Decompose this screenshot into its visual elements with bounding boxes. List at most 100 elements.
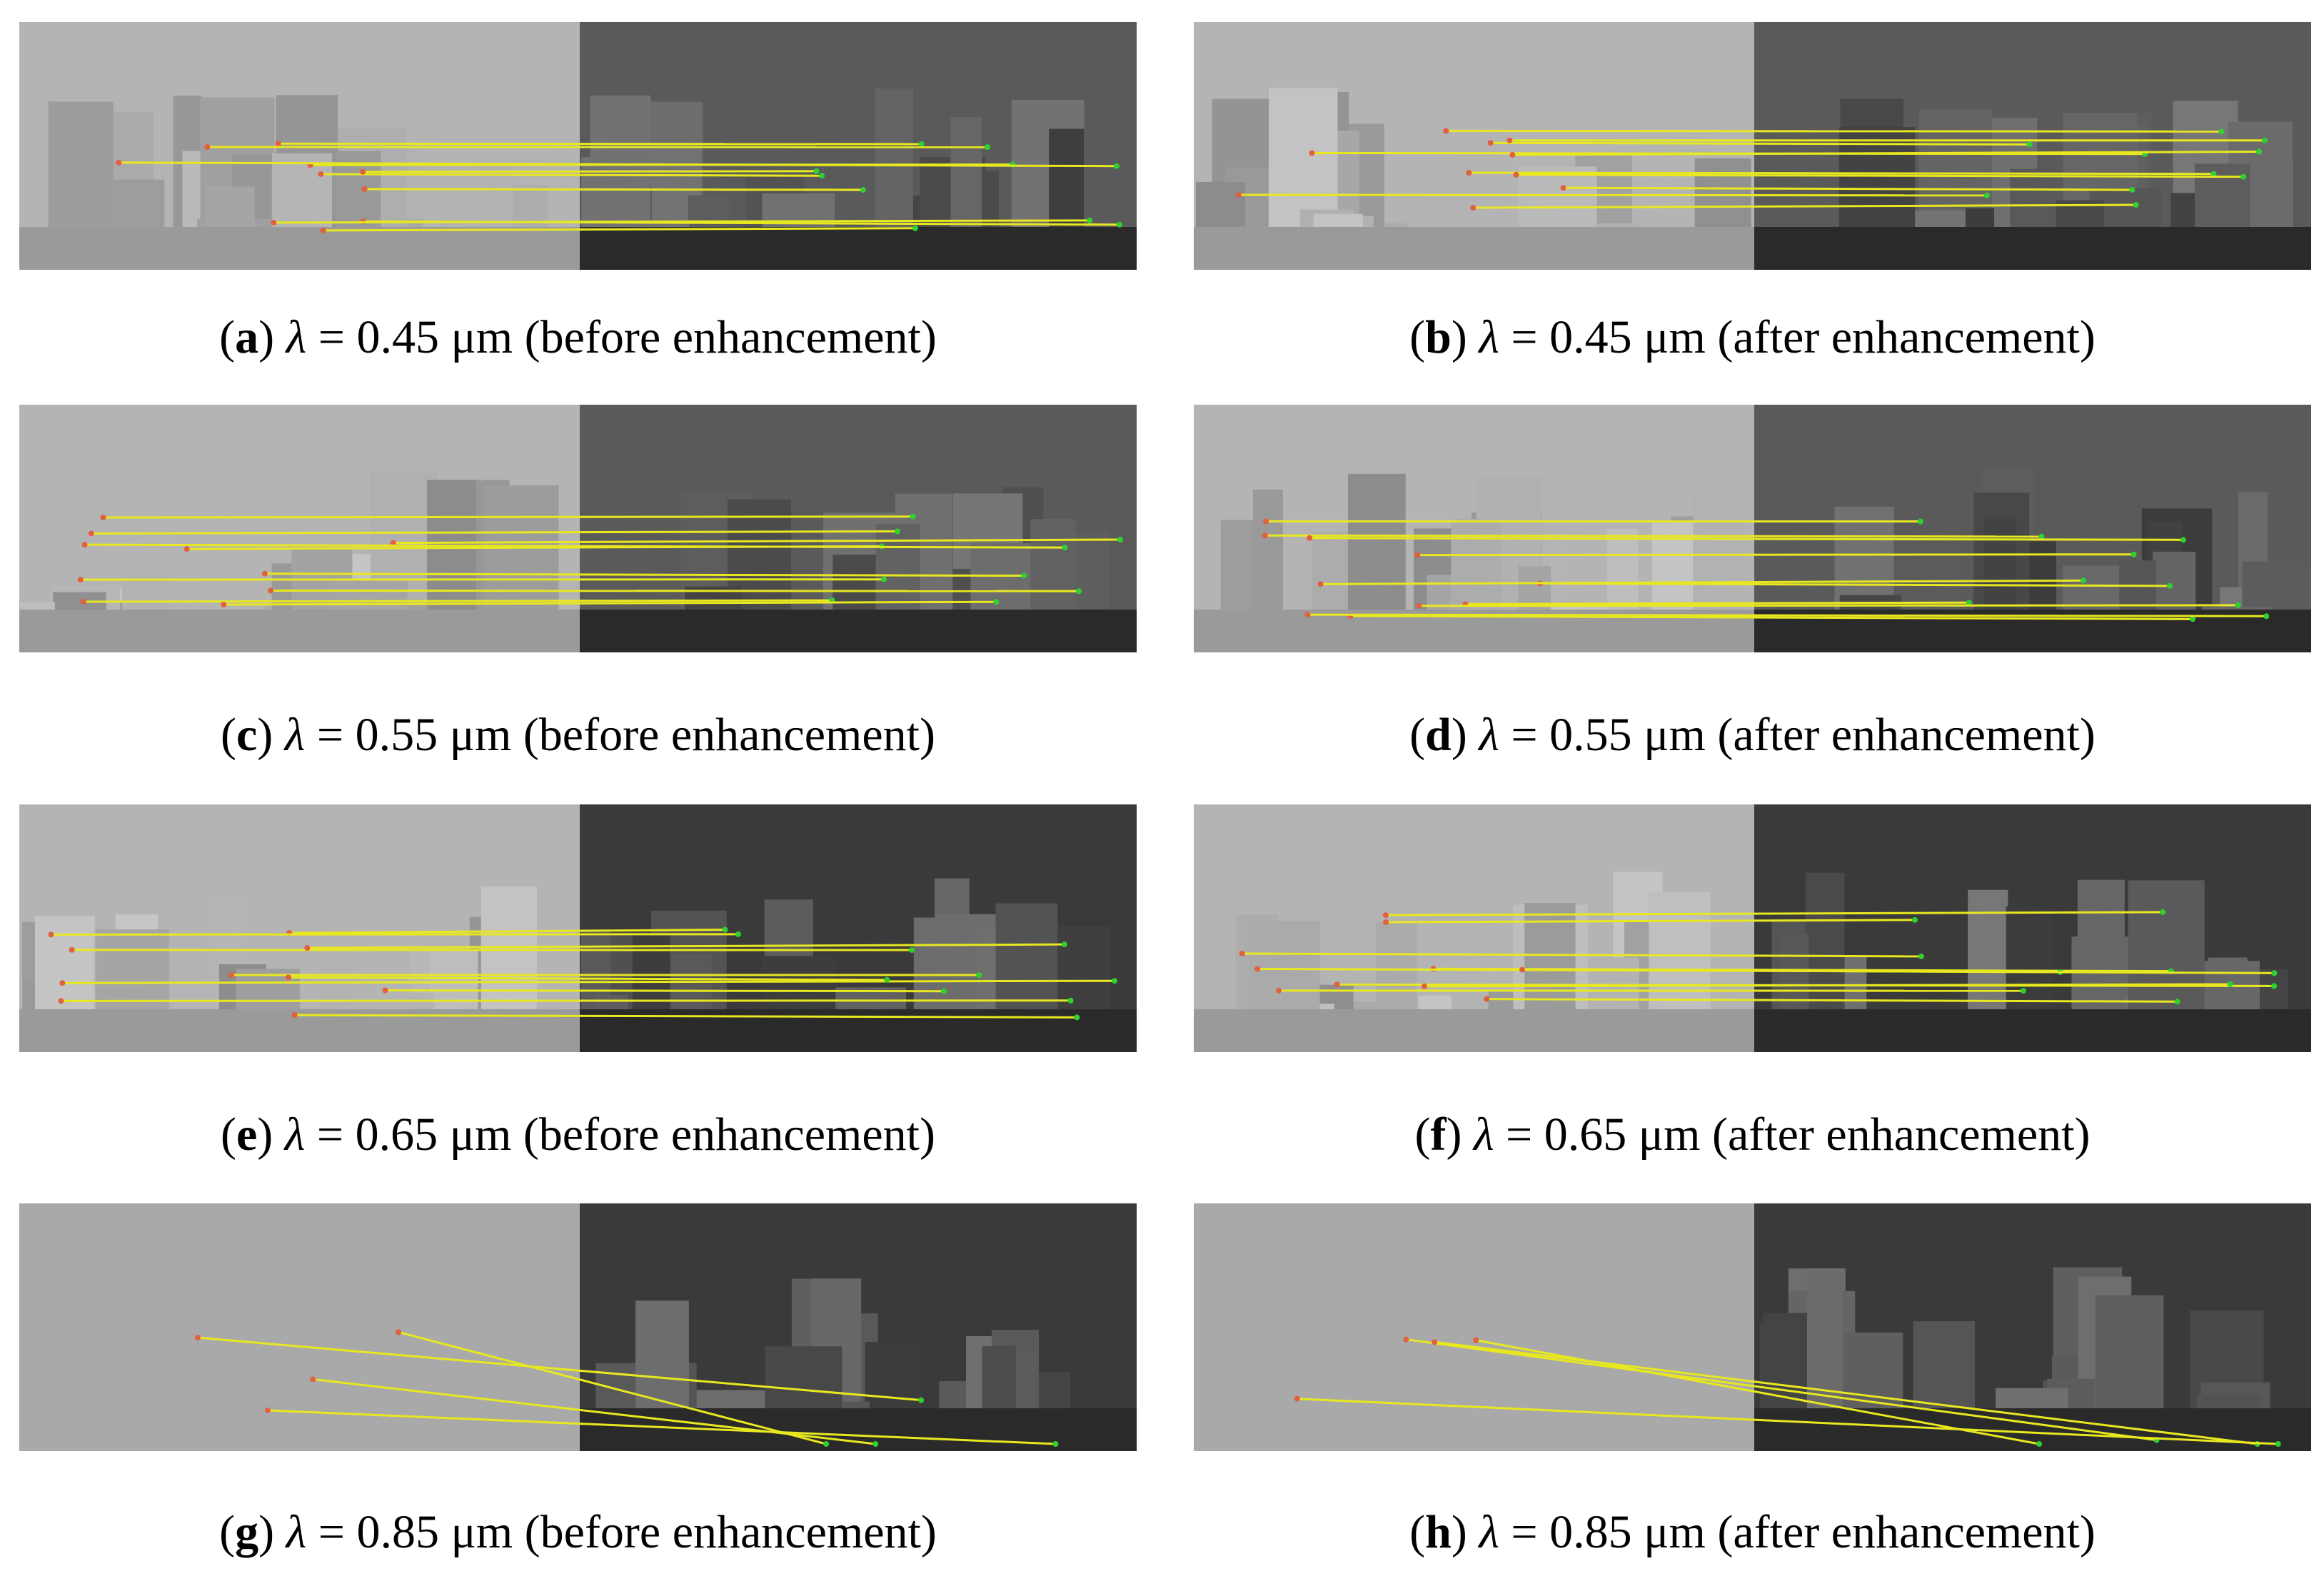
keypoint bbox=[390, 540, 396, 546]
keypoint bbox=[396, 1329, 402, 1335]
ground bbox=[1194, 1009, 1754, 1052]
match-image bbox=[1194, 405, 2311, 652]
match-line bbox=[62, 979, 1115, 984]
keypoint bbox=[1383, 919, 1389, 926]
keypoint bbox=[361, 186, 368, 192]
caption: (h) λ = 0.85 μm (after enhancement) bbox=[1194, 1504, 2311, 1561]
keypoint bbox=[264, 1407, 271, 1413]
keypoint bbox=[1317, 581, 1324, 587]
keypoint bbox=[1113, 163, 1120, 169]
keypoint bbox=[1917, 518, 1923, 525]
match-line bbox=[1385, 911, 2163, 916]
keypoint bbox=[1239, 950, 1245, 956]
match-image bbox=[1194, 22, 2311, 270]
keypoint bbox=[1116, 221, 1122, 228]
match-line bbox=[313, 1378, 876, 1445]
keypoint bbox=[1087, 217, 1093, 223]
match-line bbox=[267, 1409, 1056, 1445]
keypoint bbox=[2210, 171, 2217, 177]
keypoint bbox=[1513, 171, 1519, 178]
keypoint bbox=[183, 546, 190, 552]
keypoint bbox=[1275, 987, 1282, 994]
keypoint bbox=[1470, 205, 1477, 211]
keypoint bbox=[1414, 552, 1421, 558]
keypoint bbox=[818, 173, 825, 179]
keypoint bbox=[59, 980, 66, 986]
left-image bbox=[1194, 1203, 1754, 1451]
caption-run: = 0.45 μm (after enhancement) bbox=[1499, 311, 2096, 363]
keypoint bbox=[2174, 999, 2180, 1005]
keypoint bbox=[909, 947, 915, 954]
keypoint bbox=[941, 988, 947, 994]
ground bbox=[1754, 1408, 2311, 1451]
match-image bbox=[1194, 1203, 2311, 1451]
keypoint bbox=[2180, 537, 2186, 543]
caption-run: ( bbox=[221, 1108, 236, 1161]
match-line bbox=[294, 1014, 1077, 1019]
keypoint bbox=[360, 168, 366, 175]
ground bbox=[1194, 227, 1754, 270]
match-line bbox=[1307, 613, 2267, 617]
match-line bbox=[289, 929, 725, 934]
caption: (f) λ = 0.65 μm (after enhancement) bbox=[1194, 1106, 2311, 1163]
caption-run: λ bbox=[286, 1506, 307, 1558]
keypoint bbox=[2190, 616, 2196, 622]
caption-run: d bbox=[1425, 709, 1452, 761]
keypoint bbox=[58, 998, 64, 1004]
keypoint bbox=[2038, 533, 2045, 540]
keypoint bbox=[2275, 1441, 2281, 1447]
caption-run: ( bbox=[1409, 311, 1426, 363]
ground bbox=[580, 227, 1137, 270]
match-line bbox=[1539, 582, 2170, 587]
keypoint bbox=[918, 1397, 925, 1403]
keypoint bbox=[267, 587, 273, 594]
caption-run: ( bbox=[221, 709, 236, 761]
match-line bbox=[1350, 615, 2193, 620]
match-line bbox=[278, 142, 922, 146]
match-line bbox=[1242, 952, 1921, 958]
keypoint bbox=[2261, 137, 2268, 143]
caption-run: λ bbox=[1479, 1506, 1499, 1558]
match-line bbox=[364, 188, 863, 191]
caption-run: = 0.65 μm (before enhancement) bbox=[305, 1108, 935, 1161]
keypoint bbox=[2080, 577, 2086, 584]
match-line bbox=[1264, 534, 2042, 538]
match-line bbox=[1512, 150, 2260, 156]
caption-run: λ bbox=[284, 1108, 306, 1161]
match-line bbox=[119, 161, 1117, 168]
caption-run: ( bbox=[1409, 709, 1426, 761]
match-line bbox=[84, 543, 1065, 549]
match-line bbox=[1563, 186, 2133, 191]
keypoint bbox=[1487, 140, 1494, 146]
match-line bbox=[1469, 171, 2214, 176]
keypoint bbox=[2263, 613, 2270, 620]
keypoint bbox=[1235, 191, 1242, 198]
keypoint bbox=[69, 946, 75, 953]
keypoint bbox=[1061, 941, 1067, 948]
caption: (g) λ = 0.85 μm (before enhancement) bbox=[19, 1504, 1137, 1561]
keypoint bbox=[2271, 983, 2278, 989]
keypoint bbox=[1262, 532, 1268, 539]
keypoint bbox=[221, 602, 227, 608]
keypoint bbox=[261, 570, 268, 577]
keypoint bbox=[1983, 192, 1990, 198]
caption-run: λ bbox=[1479, 709, 1499, 761]
keypoint bbox=[2026, 141, 2033, 148]
keypoint bbox=[1062, 545, 1068, 551]
keypoint bbox=[77, 577, 84, 583]
keypoint bbox=[1294, 1395, 1300, 1402]
keypoint bbox=[881, 576, 887, 582]
match-line bbox=[273, 219, 1090, 224]
match-line bbox=[321, 173, 823, 177]
keypoint bbox=[1911, 916, 1918, 923]
keypoint bbox=[382, 987, 388, 994]
keypoint bbox=[813, 168, 820, 174]
keypoint bbox=[1403, 1336, 1409, 1343]
keypoint bbox=[1416, 602, 1422, 609]
caption-run: ) bbox=[258, 1506, 286, 1558]
match-line bbox=[1309, 537, 2183, 541]
match-line bbox=[270, 589, 1079, 592]
caption: (a) λ = 0.45 μm (before enhancement) bbox=[19, 309, 1137, 366]
keypoint bbox=[275, 141, 281, 147]
caption-run: a bbox=[235, 311, 259, 363]
